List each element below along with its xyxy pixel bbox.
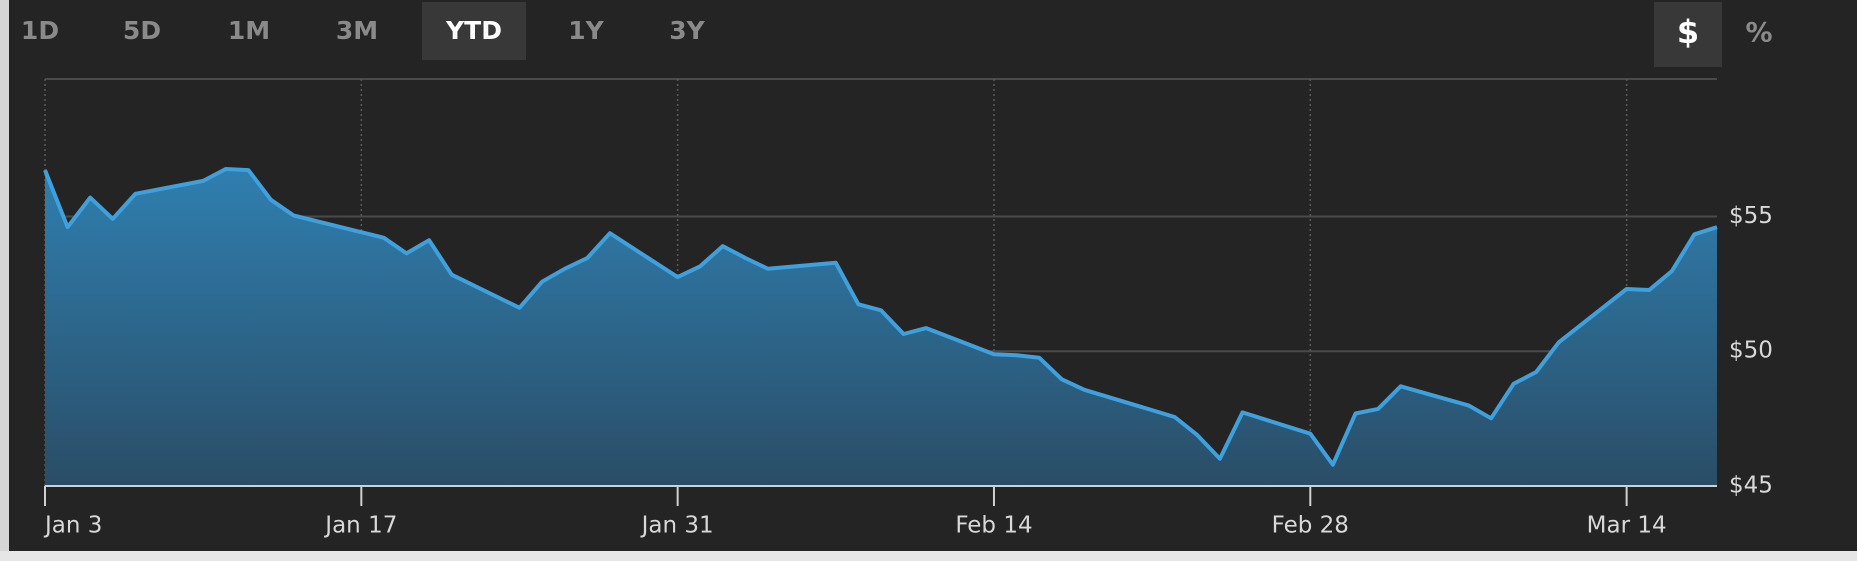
range-button[interactable]: 3Y: [669, 16, 705, 45]
unit-button-active: [1654, 2, 1722, 67]
range-button[interactable]: 1M: [228, 16, 270, 45]
y-tick-label: $45: [1729, 473, 1773, 499]
x-tick-label: Mar 14: [1587, 513, 1667, 539]
x-tick-label: Feb 28: [1272, 513, 1349, 539]
area-fill: [45, 169, 1717, 486]
bottom-edge: [0, 551, 1857, 561]
y-tick-label: $50: [1729, 338, 1773, 364]
range-button-active: [422, 2, 526, 60]
y-tick-label: $55: [1729, 203, 1773, 229]
unit-button[interactable]: $: [1677, 13, 1699, 51]
range-button[interactable]: 5D: [123, 16, 161, 45]
range-button[interactable]: YTD: [445, 16, 502, 45]
x-tick-label: Jan 17: [323, 513, 397, 539]
left-edge: [0, 0, 9, 561]
range-button[interactable]: 3M: [336, 16, 378, 45]
range-button[interactable]: 1D: [21, 16, 59, 45]
x-tick-label: Feb 14: [955, 513, 1032, 539]
unit-button[interactable]: %: [1745, 18, 1772, 49]
range-button[interactable]: 1Y: [568, 16, 604, 45]
price-line: [43, 167, 1718, 467]
x-tick-label: Jan 31: [640, 513, 714, 539]
x-tick-label: Jan 3: [43, 513, 102, 539]
